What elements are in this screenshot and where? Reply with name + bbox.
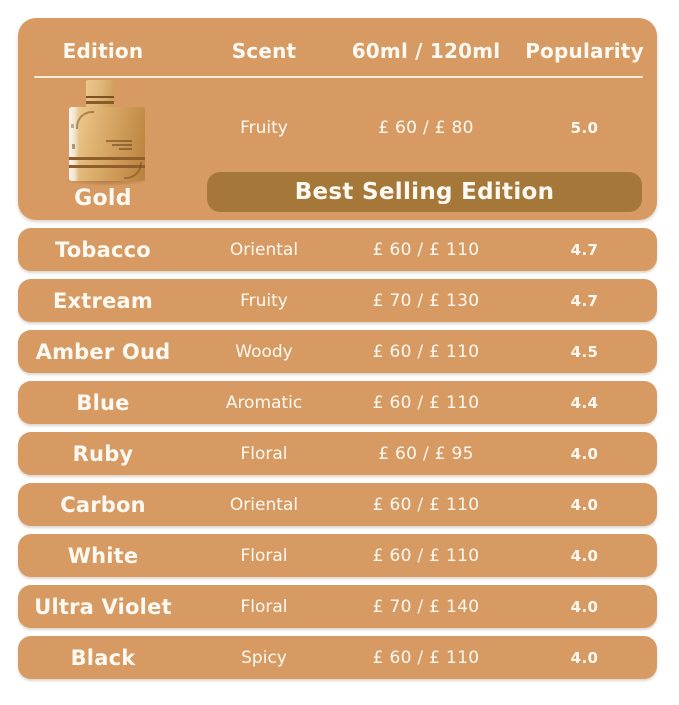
column-header-scent: Scent [231, 39, 297, 63]
featured-edition-name: Gold [74, 186, 132, 211]
table-row: Ruby Floral £ 60 / £ 95 4.0 [18, 432, 657, 475]
featured-scent: Fruity [240, 118, 288, 138]
bottle-label-text [106, 140, 132, 142]
row-popularity: 4.0 [570, 648, 599, 667]
best-selling-banner-label: Best Selling Edition [294, 179, 555, 205]
table-header-row: Edition Scent 60ml / 120ml Popularity [18, 34, 657, 68]
bottle-glass-fleck [71, 124, 74, 128]
row-price: £ 70 / £ 130 [372, 290, 480, 311]
bottle-label-text [119, 148, 132, 150]
column-header-edition: Edition [62, 39, 144, 63]
row-popularity: 4.5 [570, 342, 599, 361]
row-popularity: 4.0 [570, 597, 599, 616]
table-row: Black Spicy £ 60 / £ 110 4.0 [18, 636, 657, 679]
row-scent: Floral [240, 545, 288, 566]
table-row: Extream Fruity £ 70 / £ 130 4.7 [18, 279, 657, 322]
row-price: £ 60 / £ 110 [372, 545, 480, 566]
row-popularity: 4.0 [570, 546, 599, 565]
row-scent: Aromatic [225, 392, 303, 413]
bottle-body-stripe [69, 165, 145, 168]
row-edition-name: White [67, 543, 139, 568]
edition-rows: Tobacco Oriental £ 60 / £ 110 4.7 Extrea… [18, 228, 657, 687]
gold-bottle-image [64, 78, 150, 186]
bottle-cap-stripe [86, 96, 114, 98]
row-edition-name: Ultra Violet [34, 594, 172, 619]
table-row: Amber Oud Woody £ 60 / £ 110 4.5 [18, 330, 657, 373]
row-edition-name: Tobacco [55, 237, 151, 262]
row-price: £ 60 / £ 110 [372, 392, 480, 413]
featured-popularity: 5.0 [570, 119, 599, 137]
row-edition-name: Extream [53, 288, 153, 313]
row-scent: Spicy [241, 647, 287, 668]
table-row: Ultra Violet Floral £ 70 / £ 140 4.0 [18, 585, 657, 628]
bottle-corner-arc [76, 111, 94, 129]
row-price: £ 60 / £ 110 [372, 647, 480, 668]
row-popularity: 4.0 [570, 495, 599, 514]
best-selling-banner: Best Selling Edition [207, 172, 642, 212]
header-divider [34, 76, 643, 78]
column-header-size-price: 60ml / 120ml [351, 39, 501, 63]
row-scent: Oriental [229, 239, 299, 260]
featured-card: Edition Scent 60ml / 120ml Popularity Go… [18, 18, 657, 220]
row-price: £ 60 / £ 95 [378, 443, 474, 464]
row-popularity: 4.4 [570, 393, 599, 412]
bottle-body-stripe [69, 157, 145, 160]
row-edition-name: Amber Oud [35, 339, 171, 364]
table-row: Tobacco Oriental £ 60 / £ 110 4.7 [18, 228, 657, 271]
row-edition-name: Ruby [72, 441, 134, 466]
column-header-popularity: Popularity [525, 39, 644, 63]
row-scent: Fruity [240, 290, 288, 311]
bottle-glass-fleck [72, 144, 75, 149]
table-row: Carbon Oriental £ 60 / £ 110 4.0 [18, 483, 657, 526]
row-price: £ 70 / £ 140 [372, 596, 480, 617]
row-popularity: 4.7 [570, 291, 599, 310]
row-price: £ 60 / £ 110 [372, 341, 480, 362]
row-popularity: 4.7 [570, 240, 599, 259]
row-popularity: 4.0 [570, 444, 599, 463]
row-scent: Floral [240, 596, 288, 617]
row-scent: Floral [240, 443, 288, 464]
row-price: £ 60 / £ 110 [372, 494, 480, 515]
row-edition-name: Blue [76, 390, 130, 415]
featured-price: £ 60 / £ 80 [378, 118, 474, 138]
row-scent: Oriental [229, 494, 299, 515]
bottle-label-text [112, 144, 132, 146]
row-price: £ 60 / £ 110 [372, 239, 480, 260]
table-row: White Floral £ 60 / £ 110 4.0 [18, 534, 657, 577]
row-edition-name: Carbon [60, 492, 146, 517]
row-edition-name: Black [70, 645, 136, 670]
table-row: Blue Aromatic £ 60 / £ 110 4.4 [18, 381, 657, 424]
row-scent: Woody [235, 341, 293, 362]
bottle-glass-edge [69, 107, 79, 181]
bottle-cap-stripe [86, 101, 114, 104]
